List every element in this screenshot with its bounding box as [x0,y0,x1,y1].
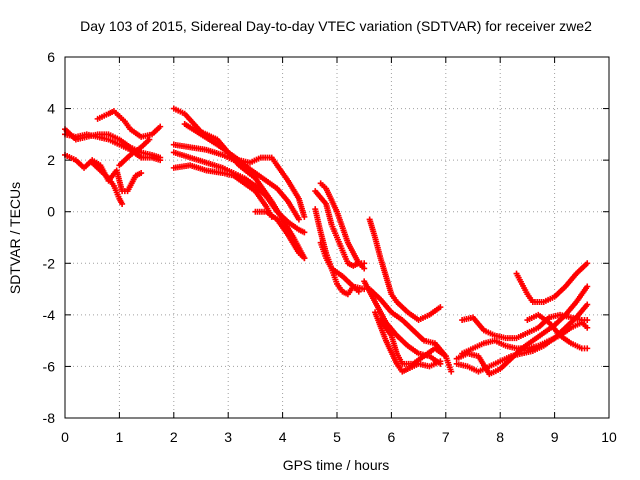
data-point-marker [138,170,145,177]
data-series-arc-3 [94,108,164,140]
data-series-arc-18 [366,286,449,360]
data-series-arc-17 [366,216,444,324]
data-series-arc-27 [524,311,591,352]
y-tick-label: 0 [47,204,55,220]
y-tick-label: -6 [43,358,56,374]
data-series-arc-26 [513,260,591,305]
x-tick-label: 6 [388,429,396,445]
data-point-marker [301,229,308,236]
data-point-marker [157,157,164,164]
data-point-marker [301,213,308,220]
axis-ticks: 0 1 2 3 4 5 6 7 8 9 10 -8 -6 -4 -2 0 2 4 6 [43,49,617,445]
data-point-marker [584,260,591,267]
data-series-arc-20 [372,309,444,375]
data-point-marker [584,317,591,324]
data-series-arc-5 [89,159,126,207]
x-tick-label: 10 [601,429,617,445]
data-point-marker [584,301,591,308]
x-tick-label: 4 [279,429,287,445]
y-tick-label: 4 [47,101,55,117]
data-markers [62,105,591,378]
data-point-marker [437,360,444,367]
data-point-marker [295,216,302,223]
data-point-marker [301,255,308,262]
x-tick-label: 0 [61,429,69,445]
x-tick-label: 3 [224,429,232,445]
data-series-arc-10 [170,162,275,220]
data-point-marker [355,288,362,295]
data-series-arc-6 [116,136,153,169]
x-tick-label: 1 [116,429,124,445]
x-tick-label: 2 [170,429,178,445]
x-tick-label: 8 [496,429,504,445]
data-series-arc-14 [312,206,362,298]
data-series-arc-25 [453,283,591,378]
data-point-marker [157,123,164,130]
y-tick-label: 2 [47,152,55,168]
y-tick-label: -2 [43,255,56,271]
y-tick-label: -4 [43,307,56,323]
data-point-marker [448,368,455,375]
data-series-arc-12 [252,208,308,262]
x-tick-label: 5 [333,429,341,445]
data-point-marker [584,324,591,331]
x-tick-label: 7 [442,429,450,445]
data-series-arc-16 [317,180,368,272]
x-tick-label: 9 [551,429,559,445]
data-point-marker [584,283,591,290]
chart-title: Day 103 of 2015, Sidereal Day-to-day VTE… [80,18,592,34]
data-point-marker [437,304,444,311]
data-point-marker [361,260,368,267]
data-series-arc-21 [361,278,444,367]
data-point-marker [584,345,591,352]
y-tick-label: -8 [43,410,56,426]
y-axis-label: SDTVAR / TECUs [7,182,23,294]
data-point-marker [361,265,368,272]
x-axis-label: GPS time / hours [283,457,390,473]
data-series-arc-22 [459,311,591,342]
y-tick-label: 6 [47,49,55,65]
data-series-arc-24 [453,301,591,375]
data-point-marker [119,200,126,207]
data-point-marker [146,136,153,143]
